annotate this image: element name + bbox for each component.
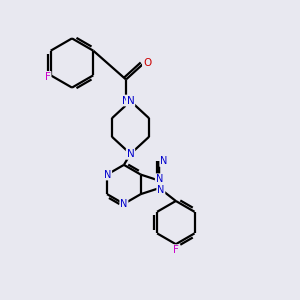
Text: N: N bbox=[160, 156, 167, 166]
Text: N: N bbox=[157, 184, 164, 195]
Text: N: N bbox=[127, 96, 134, 106]
Text: O: O bbox=[143, 58, 151, 68]
Text: N: N bbox=[122, 95, 130, 106]
Text: N: N bbox=[156, 174, 163, 184]
Text: N: N bbox=[127, 149, 134, 159]
Text: F: F bbox=[173, 245, 179, 255]
Text: N: N bbox=[120, 199, 128, 209]
Text: F: F bbox=[45, 72, 51, 82]
Text: N: N bbox=[104, 169, 111, 180]
